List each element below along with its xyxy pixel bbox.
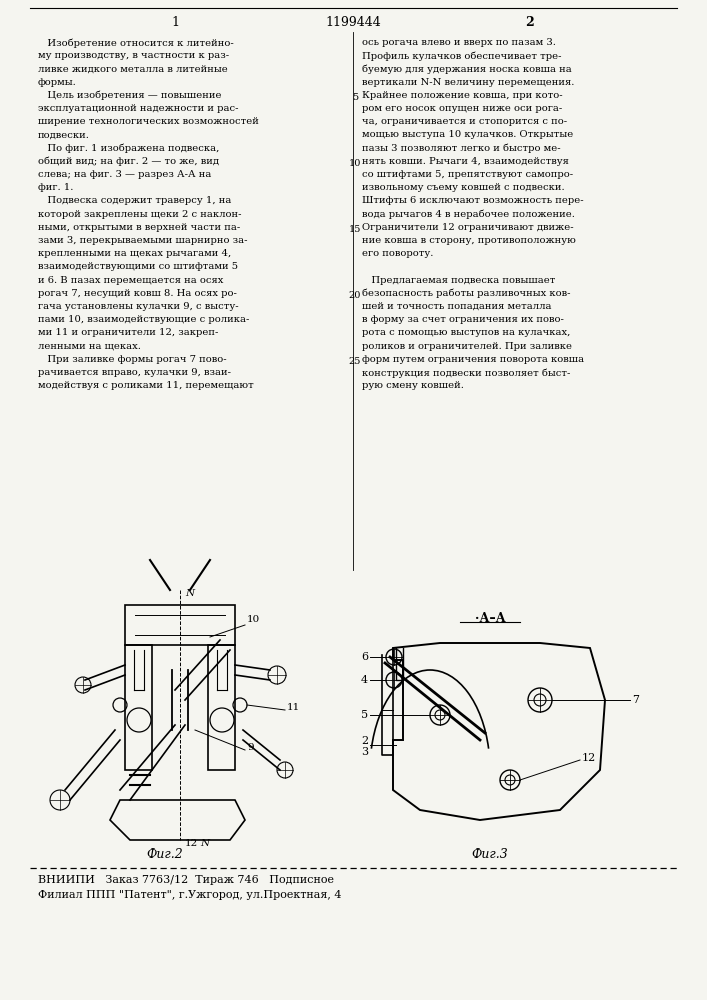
Text: Предлагаемая подвеска повышает: Предлагаемая подвеска повышает	[362, 276, 556, 285]
Text: Фиг.3: Фиг.3	[472, 848, 508, 861]
Text: 5: 5	[361, 710, 368, 720]
Text: роликов и ограничителей. При заливке: роликов и ограничителей. При заливке	[362, 342, 572, 351]
Text: N: N	[185, 588, 194, 597]
Text: Филиал ППП "Патент", г.Ужгород, ул.Проектная, 4: Филиал ППП "Патент", г.Ужгород, ул.Проек…	[38, 890, 341, 900]
Text: 12: 12	[185, 838, 198, 848]
Text: Изобретение относится к литейно-: Изобретение относится к литейно-	[38, 38, 234, 47]
Text: ром его носок опущен ниже оси рога-: ром его носок опущен ниже оси рога-	[362, 104, 562, 113]
Text: Подвеска содержит траверсу 1, на: Подвеска содержит траверсу 1, на	[38, 196, 231, 205]
Text: конструкция подвески позволяет быст-: конструкция подвески позволяет быст-	[362, 368, 571, 377]
Bar	[125, 605, 235, 645]
Text: 15: 15	[349, 225, 361, 234]
Text: 2: 2	[361, 736, 368, 746]
Text: модействуя с роликами 11, перемещают: модействуя с роликами 11, перемещают	[38, 381, 254, 390]
Text: зами 3, перекрываемыми шарнирно за-: зами 3, перекрываемыми шарнирно за-	[38, 236, 247, 245]
Text: извольному съему ковшей с подвески.: извольному съему ковшей с подвески.	[362, 183, 565, 192]
Text: ·А–А: ·А–А	[474, 611, 506, 624]
Text: ось рогача влево и вверх по пазам 3.: ось рогача влево и вверх по пазам 3.	[362, 38, 556, 47]
Text: ние ковша в сторону, противоположную: ние ковша в сторону, противоположную	[362, 236, 576, 245]
Text: 1: 1	[171, 15, 179, 28]
Text: 25: 25	[349, 357, 361, 366]
Text: крепленными на щеках рычагами 4,: крепленными на щеках рычагами 4,	[38, 249, 231, 258]
Text: 3: 3	[361, 747, 368, 757]
Text: Ограничители 12 ограничивают движе-: Ограничители 12 ограничивают движе-	[362, 223, 573, 232]
Text: форм путем ограничения поворота ковша: форм путем ограничения поворота ковша	[362, 355, 584, 364]
Text: ширение технологических возможностей: ширение технологических возможностей	[38, 117, 259, 126]
Text: 9: 9	[247, 744, 254, 752]
Text: 12: 12	[582, 753, 596, 763]
Text: мощью выступа 10 кулачков. Открытые: мощью выступа 10 кулачков. Открытые	[362, 130, 573, 139]
Text: Фиг.2: Фиг.2	[146, 848, 183, 861]
Text: 7: 7	[632, 695, 639, 705]
Text: ми 11 и ограничители 12, закреп-: ми 11 и ограничители 12, закреп-	[38, 328, 218, 337]
Text: подвески.: подвески.	[38, 130, 90, 139]
Text: эксплуатационной надежности и рас-: эксплуатационной надежности и рас-	[38, 104, 238, 113]
Text: общий вид; на фиг. 2 — то же, вид: общий вид; на фиг. 2 — то же, вид	[38, 157, 219, 166]
Text: фиг. 1.: фиг. 1.	[38, 183, 74, 192]
Text: 20: 20	[349, 291, 361, 300]
Text: ливке жидкого металла в литейные: ливке жидкого металла в литейные	[38, 64, 228, 73]
Text: 10: 10	[349, 159, 361, 168]
Text: безопасность работы разливочных ков-: безопасность работы разливочных ков-	[362, 289, 571, 298]
Text: рую смену ковшей.: рую смену ковшей.	[362, 381, 464, 390]
Text: пазы 3 позволяют легко и быстро ме-: пазы 3 позволяют легко и быстро ме-	[362, 144, 561, 153]
Text: 4: 4	[361, 675, 368, 685]
Text: По фиг. 1 изображена подвеска,: По фиг. 1 изображена подвеска,	[38, 144, 219, 153]
Text: взаимодействующими со штифтами 5: взаимодействующими со штифтами 5	[38, 262, 238, 271]
Bar	[208, 645, 235, 770]
Text: со штифтами 5, препятствуют самопро-: со штифтами 5, препятствуют самопро-	[362, 170, 573, 179]
Text: формы.: формы.	[38, 78, 77, 87]
Text: которой закреплены щеки 2 с наклон-: которой закреплены щеки 2 с наклон-	[38, 210, 242, 219]
Text: его повороту.: его повороту.	[362, 249, 433, 258]
Text: 6: 6	[361, 652, 368, 662]
Text: 2: 2	[525, 15, 534, 28]
Text: гача установлены кулачки 9, с высту-: гача установлены кулачки 9, с высту-	[38, 302, 239, 311]
Text: вертикали N-N величину перемещения.: вертикали N-N величину перемещения.	[362, 78, 574, 87]
Text: Крайнее положение ковша, при кото-: Крайнее положение ковша, при кото-	[362, 91, 563, 100]
Text: пами 10, взаимодействующие с ролика-: пами 10, взаимодействующие с ролика-	[38, 315, 250, 324]
Text: шей и точность попадания металла: шей и точность попадания металла	[362, 302, 551, 311]
Text: При заливке формы рогач 7 пово-: При заливке формы рогач 7 пово-	[38, 355, 227, 364]
Text: ными, открытыми в верхней части па-: ными, открытыми в верхней части па-	[38, 223, 240, 232]
Bar	[125, 645, 152, 770]
Text: ча, ограничивается и стопорится с по-: ча, ограничивается и стопорится с по-	[362, 117, 567, 126]
Text: 11: 11	[287, 704, 300, 712]
Text: нять ковши. Рычаги 4, взаимодействуя: нять ковши. Рычаги 4, взаимодействуя	[362, 157, 569, 166]
Text: в форму за счет ограничения их пово-: в форму за счет ограничения их пово-	[362, 315, 564, 324]
Text: вода рычагов 4 в нерабочее положение.: вода рычагов 4 в нерабочее положение.	[362, 210, 575, 219]
Text: рогач 7, несущий ковш 8. На осях ро-: рогач 7, несущий ковш 8. На осях ро-	[38, 289, 237, 298]
Text: и 6. В пазах перемещается на осях: и 6. В пазах перемещается на осях	[38, 276, 223, 285]
Text: буемую для удержания носка ковша на: буемую для удержания носка ковша на	[362, 64, 572, 74]
Text: слева; на фиг. 3 — разрез А-А на: слева; на фиг. 3 — разрез А-А на	[38, 170, 211, 179]
Text: Цель изобретения — повышение: Цель изобретения — повышение	[38, 91, 221, 100]
Text: Штифты 6 исключают возможность пере-: Штифты 6 исключают возможность пере-	[362, 196, 583, 205]
Text: 5: 5	[352, 93, 358, 102]
Text: ВНИИПИ   Заказ 7763/12  Тираж 746   Подписное: ВНИИПИ Заказ 7763/12 Тираж 746 Подписное	[38, 875, 334, 885]
Text: 1199444: 1199444	[325, 15, 381, 28]
Text: 10: 10	[247, 615, 260, 624]
Text: рачивается вправо, кулачки 9, взаи-: рачивается вправо, кулачки 9, взаи-	[38, 368, 231, 377]
Text: му производству, в частности к раз-: му производству, в частности к раз-	[38, 51, 229, 60]
Text: N: N	[200, 838, 209, 848]
Text: ленными на щеках.: ленными на щеках.	[38, 342, 141, 351]
Text: рота с помощью выступов на кулачках,: рота с помощью выступов на кулачках,	[362, 328, 571, 337]
Text: Профиль кулачков обеспечивает тре-: Профиль кулачков обеспечивает тре-	[362, 51, 561, 61]
